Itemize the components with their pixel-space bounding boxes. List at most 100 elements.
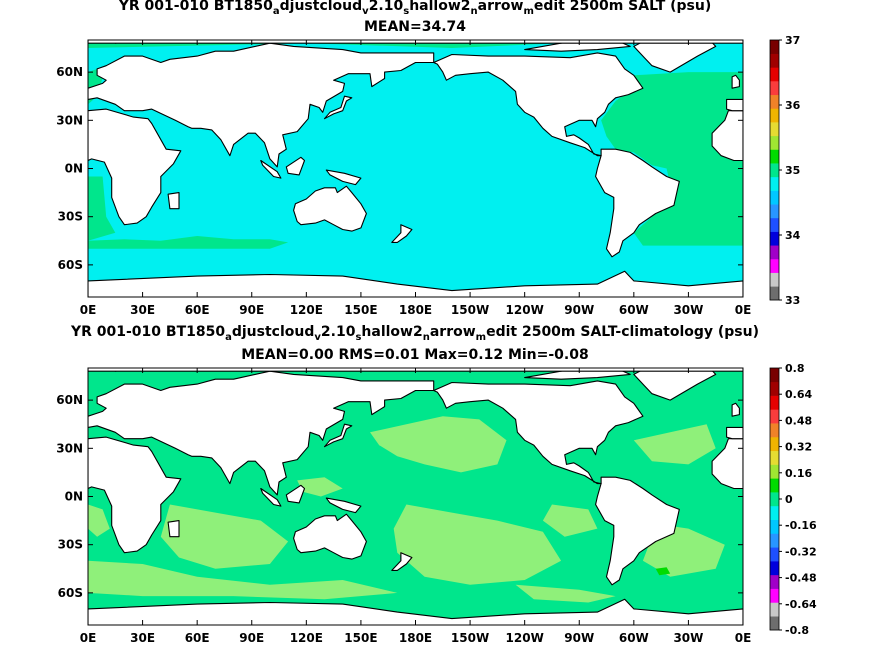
top-colorbar-swatch xyxy=(770,108,779,123)
bottom-land-uk xyxy=(731,402,740,417)
bottom-colorbar-swatch xyxy=(770,533,779,548)
bottom-colorbar-swatch xyxy=(770,616,779,631)
bottom-colorbar-swatch xyxy=(770,547,779,562)
top-x-tick-label: 60W xyxy=(619,303,649,317)
top-land-new-zealand xyxy=(391,224,413,243)
bottom-map-field xyxy=(88,368,743,625)
top-x-tick-label: 90E xyxy=(239,303,264,317)
top-y-tick-label: 30N xyxy=(56,113,83,127)
top-land-japan xyxy=(323,95,353,120)
top-colorbar-swatch xyxy=(770,94,779,109)
bottom-anomaly-patch-4 xyxy=(88,560,398,600)
bottom-land-madagascar xyxy=(167,520,180,538)
top-y-tick-label: 0N xyxy=(65,162,83,176)
top-colorbar-tick-label: 33 xyxy=(785,294,800,307)
top-colorbar-swatch xyxy=(770,176,779,191)
bottom-land-borneo xyxy=(285,484,306,504)
top-colorbar-swatch xyxy=(770,67,779,82)
top-colorbar-swatch xyxy=(770,217,779,232)
bottom-colorbar-swatch xyxy=(770,561,779,576)
top-colorbar-swatch xyxy=(770,135,779,150)
top-colorbar-swatch xyxy=(770,163,779,178)
bottom-colorbar-swatch xyxy=(770,505,779,520)
bottom-colorbar-swatch xyxy=(770,492,779,507)
bottom-colorbar-tick-label: 0.48 xyxy=(785,414,812,427)
top-land-africa-west xyxy=(711,110,743,162)
top-y-tick-label: 60S xyxy=(58,258,83,272)
bottom-colorbar-swatch xyxy=(770,436,779,452)
bottom-x-tick-label: 0E xyxy=(735,631,752,645)
bottom-anomaly-patch-8 xyxy=(297,477,343,497)
top-land-eurasia xyxy=(88,42,435,168)
bottom-y-tick-label: 30S xyxy=(58,538,83,552)
bottom-map: 0E 30E 60E 90E 120E 150E 180E 150W 120W 90W 60W 30W… xyxy=(56,367,752,645)
top-land-madagascar xyxy=(167,192,180,210)
top-colorbar-swatch xyxy=(770,122,779,137)
bottom-colorbar-swatch xyxy=(770,602,779,617)
bottom-colorbar-swatch xyxy=(770,409,779,424)
bottom-x-tick-label: 180E xyxy=(399,631,432,645)
bottom-colorbar-tick-label: -0.16 xyxy=(785,519,817,532)
top-colorbar-swatch xyxy=(770,272,779,287)
top-colorbar-swatch xyxy=(770,81,779,96)
bottom-colorbar-swatch xyxy=(770,464,779,479)
top-colorbar-swatch xyxy=(770,53,779,68)
bottom-anomaly-patch-10 xyxy=(542,504,598,537)
top-map: 0E 30E 60E 90E 120E 150E 180E 150W 120W 90W 60W 30W… xyxy=(56,39,752,317)
bottom-colorbar-swatch xyxy=(770,423,779,438)
bottom-y-tick-label: 60S xyxy=(58,586,83,600)
top-land-europe-west xyxy=(726,98,743,112)
bottom-x-tick-label: 150E xyxy=(344,631,377,645)
bottom-colorbar-swatch xyxy=(770,588,779,603)
top-land-sumatra xyxy=(260,159,282,179)
bottom-x-tick-label: 150W xyxy=(451,631,489,645)
bottom-land-japan xyxy=(323,423,353,448)
bottom-anomaly-patch-6 xyxy=(633,424,716,465)
bottom-land-north-america xyxy=(433,380,644,485)
bottom-colorbar: -0.8 -0.64 -0.48 -0.32 -0.16 0 0.16 0.32 0.48 0.6… xyxy=(769,362,817,637)
top-colorbar-tick-label: 34 xyxy=(785,229,801,242)
top-chart-subtitle: MEAN=34.74 xyxy=(363,19,467,35)
top-x-tick-label: 0E xyxy=(80,303,97,317)
bottom-anomaly-patch-9 xyxy=(88,504,110,537)
bottom-land-new-guinea xyxy=(325,497,362,514)
bottom-x-tick-label: 120W xyxy=(506,631,544,645)
bottom-colorbar-tick-label: -0.48 xyxy=(785,572,817,585)
top-map-field xyxy=(88,40,743,297)
top-atlantic-salinity-region xyxy=(601,72,743,246)
bottom-colorbar-tick-label: 0.32 xyxy=(785,441,812,454)
top-southern-ocean-band xyxy=(88,236,289,249)
bottom-anomaly-patch-3 xyxy=(160,504,289,569)
top-y-tick-label: 30S xyxy=(58,210,83,224)
top-colorbar-swatch xyxy=(770,149,779,164)
bottom-x-tick-label: 90W xyxy=(564,631,594,645)
top-colorbar-swatch xyxy=(770,204,779,219)
top-y-tick-label: 60N xyxy=(56,65,83,79)
bottom-colorbar-swatch xyxy=(770,381,779,396)
top-x-tick-label: 150E xyxy=(344,303,377,317)
top-x-tick-label: 30W xyxy=(673,303,703,317)
bottom-land-antarctica xyxy=(88,598,743,625)
bottom-land-africa-west xyxy=(711,438,743,490)
top-land-borneo xyxy=(285,156,306,176)
top-chart-title: YR 001-010 BT1850adjustcloudv2.10shallow… xyxy=(118,0,712,17)
bottom-chart-title: YR 001-010 BT1850adjustcloudv2.10shallow… xyxy=(70,324,760,343)
bottom-x-tick-label: 30E xyxy=(130,631,155,645)
bottom-land-greenland xyxy=(633,368,717,401)
bottom-anomaly-patch-1 xyxy=(370,416,507,473)
bottom-anomaly-patch-7 xyxy=(515,584,616,603)
top-x-tick-label: 0E xyxy=(735,303,752,317)
bottom-land-europe-west xyxy=(726,426,743,440)
top-land-greenland xyxy=(633,40,717,73)
bottom-x-tick-label: 60E xyxy=(185,631,210,645)
bottom-anomaly-strong-patch xyxy=(655,567,671,576)
bottom-colorbar-swatch xyxy=(770,395,779,410)
bottom-y-tick-label: 60N xyxy=(56,393,83,407)
bottom-colorbar-tick-label: -0.32 xyxy=(785,545,817,558)
top-atlantic-east-region xyxy=(88,65,116,241)
bottom-colorbar-swatch xyxy=(770,519,779,534)
bottom-land-africa xyxy=(88,436,182,554)
bottom-colorbar-tick-label: 0.16 xyxy=(785,467,812,480)
bottom-colorbar-swatch xyxy=(770,450,779,465)
